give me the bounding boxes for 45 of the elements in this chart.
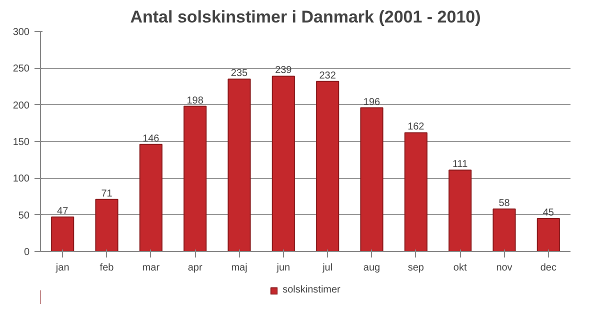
data-label: 198 (186, 95, 204, 106)
x-tick-label: mar (142, 262, 160, 274)
x-tick-label: sep (408, 262, 424, 274)
data-label: 235 (230, 68, 248, 80)
bar (492, 208, 516, 252)
bar (51, 216, 74, 252)
x-tick-label: jan (54, 262, 70, 274)
y-tick-label: 100 (12, 174, 30, 185)
x-tick-label: apr (188, 262, 203, 274)
y-tick-label: 50 (18, 210, 30, 222)
y-tick-label: 200 (12, 100, 30, 112)
bar (404, 132, 428, 252)
data-label: 47 (57, 206, 69, 218)
x-tick-label: feb (100, 262, 114, 274)
data-label: 232 (319, 70, 336, 82)
x-tick-label: aug (363, 262, 380, 274)
data-label: 71 (101, 188, 113, 200)
x-tick-label: jun (276, 262, 290, 274)
bar (360, 107, 384, 252)
data-label: 196 (363, 96, 381, 108)
bar (184, 106, 207, 252)
x-tick-label: okt (453, 262, 467, 274)
data-label: 162 (408, 122, 425, 133)
bar (448, 170, 472, 252)
y-tick-label: 250 (12, 64, 30, 75)
bar (95, 198, 118, 252)
x-tick-label: jul (322, 262, 333, 274)
bar (316, 80, 340, 252)
bar (272, 76, 295, 252)
y-tick-label: 300 (12, 27, 30, 38)
bar (139, 144, 162, 252)
x-tick-label: nov (496, 262, 512, 274)
y-tick-label: 0 (24, 247, 30, 258)
data-label: 45 (542, 208, 554, 218)
chart-title: Antal solskinstimer i Danmark (2001 - 2010) (130, 8, 481, 26)
x-tick-label: dec (540, 262, 556, 274)
bar (536, 218, 560, 252)
data-label: 146 (142, 133, 160, 144)
bar (228, 78, 251, 252)
legend-label: solskinstimer (282, 284, 340, 296)
data-label: 111 (452, 159, 468, 170)
data-label: 239 (275, 65, 292, 76)
data-label: 58 (498, 198, 510, 209)
y-tick-label: 150 (12, 137, 30, 148)
x-tick-label: maj (231, 262, 248, 274)
